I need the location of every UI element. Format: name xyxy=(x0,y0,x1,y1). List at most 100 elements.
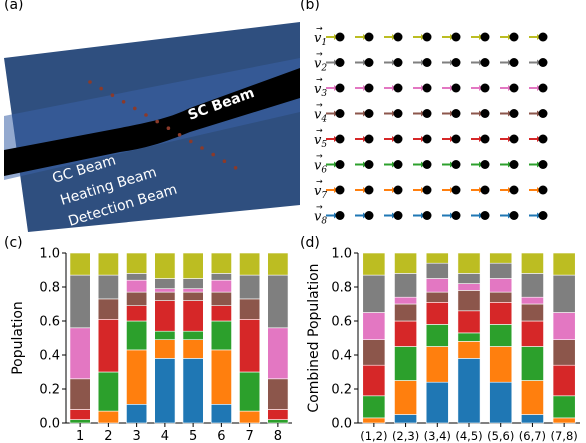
bar-segment xyxy=(154,288,176,293)
bar-segment xyxy=(489,262,513,279)
y-tick-label: 0.8 xyxy=(39,281,60,296)
panel-d-label: (d) xyxy=(300,235,320,251)
vector-arrow-mark: → xyxy=(316,177,323,186)
y-axis-label: Population xyxy=(10,301,26,375)
atom-dot xyxy=(364,83,374,93)
bar-segment xyxy=(552,417,576,424)
detection-dot xyxy=(211,152,215,157)
bar-segment xyxy=(552,339,576,366)
vector-arrow-mark: → xyxy=(316,152,323,161)
bar-segment xyxy=(521,273,544,298)
atom-dot xyxy=(335,211,345,220)
bar-segment xyxy=(521,252,544,274)
x-tick-label: 2 xyxy=(104,429,112,443)
detection-dot xyxy=(110,93,115,97)
x-tick-label: (5,6) xyxy=(487,429,514,443)
vector-arrow-mark: → xyxy=(316,24,323,33)
bar-segment xyxy=(210,273,232,281)
bar-segment xyxy=(425,381,449,424)
x-tick-label: 3 xyxy=(132,429,140,443)
atom-dot xyxy=(451,109,461,118)
panel-a-label: (a) xyxy=(4,0,24,13)
panel-d: (d) 0.0 0.2 0.4 0.6 0.8 1.0 Combined Populatio… xyxy=(300,235,580,443)
bar-segment xyxy=(126,349,148,405)
bar-segment xyxy=(394,414,417,424)
atom-dot xyxy=(364,109,374,118)
bar-segment xyxy=(425,301,449,325)
bar-segment xyxy=(425,291,449,303)
bar-segment xyxy=(239,252,261,276)
bar-segment xyxy=(126,403,148,424)
velocity-label: v2 xyxy=(314,57,327,74)
bar-segment xyxy=(394,303,417,322)
bar-segment xyxy=(521,346,544,381)
bar-segment xyxy=(457,341,481,359)
bar-segment xyxy=(457,332,481,342)
bar-segment xyxy=(154,339,176,359)
bar-segment xyxy=(239,410,261,424)
bar-segment xyxy=(457,290,481,312)
atom-dot xyxy=(480,32,490,42)
bar-segment xyxy=(521,414,544,424)
bar-segment xyxy=(394,346,417,381)
detection-dot xyxy=(88,80,92,84)
bar-segment xyxy=(425,346,449,383)
y-tick-label: 0.0 xyxy=(331,417,352,432)
atom-dot xyxy=(480,160,490,169)
y-axis-label: Combined Population xyxy=(306,263,322,412)
bar-segment xyxy=(394,296,417,305)
y-tick-label: 0.6 xyxy=(39,315,60,330)
bar-segment xyxy=(394,252,417,274)
bar-segment xyxy=(489,252,513,264)
bar-segment xyxy=(69,274,91,329)
bar-segment xyxy=(210,291,232,307)
detection-dot xyxy=(144,113,148,117)
bar-segment xyxy=(521,296,544,305)
atom-dot xyxy=(364,185,374,195)
atom-dot xyxy=(335,32,345,42)
bar-segment xyxy=(126,273,148,281)
atom-dot xyxy=(422,134,432,144)
bar-segment xyxy=(182,300,204,332)
atom-dot xyxy=(364,134,374,144)
atom-dot xyxy=(509,211,519,220)
atom-dot xyxy=(422,109,432,118)
bar-segment xyxy=(126,305,148,322)
panel-b-label: (b) xyxy=(300,0,320,13)
x-tick-label: 4 xyxy=(161,429,169,443)
bar-segment xyxy=(182,252,204,279)
y-tick-label: 0.4 xyxy=(39,349,60,364)
atom-dot xyxy=(509,32,519,42)
y-tick-label: 0.6 xyxy=(331,315,352,330)
atom-dot xyxy=(451,185,461,195)
atom-dot xyxy=(538,134,548,144)
bar-segment xyxy=(267,274,289,329)
atom-dot xyxy=(480,211,490,220)
atom-dot xyxy=(509,109,519,118)
atom-dot xyxy=(335,160,345,169)
bar-segment xyxy=(210,349,232,405)
vector-arrow-mark: → xyxy=(316,101,323,110)
detection-dot xyxy=(177,133,182,137)
atom-dot xyxy=(364,211,374,220)
atom-dot xyxy=(509,83,519,93)
atom-dot xyxy=(480,185,490,195)
atom-dot xyxy=(451,160,461,169)
bar-segment xyxy=(425,278,449,293)
bar-segment xyxy=(521,380,544,415)
atom-dot xyxy=(451,211,461,220)
y-tick-label: 0.0 xyxy=(39,417,60,432)
detection-dot xyxy=(189,139,193,144)
bar-segment xyxy=(239,298,261,320)
x-tick-label: (1,2) xyxy=(360,429,387,443)
detection-dot xyxy=(99,86,103,91)
bar-segment xyxy=(267,252,289,276)
bar-segment xyxy=(394,320,417,347)
y-tick-label: 0.4 xyxy=(331,349,352,364)
atom-dot xyxy=(538,32,548,42)
atom-dot xyxy=(393,58,403,67)
bar-segment xyxy=(69,378,91,410)
atom-dot xyxy=(422,185,432,195)
y-tick-label: 0.8 xyxy=(331,281,352,296)
bar-segment xyxy=(489,278,513,293)
